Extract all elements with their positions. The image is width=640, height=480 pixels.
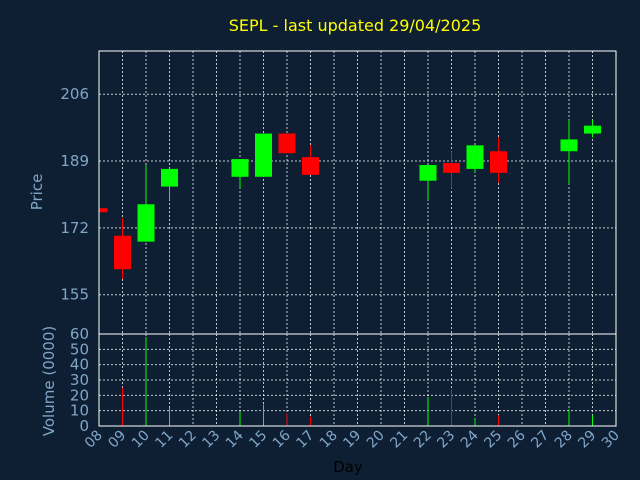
- x-tick-label: 21: [387, 428, 411, 452]
- candle-body: [419, 164, 437, 181]
- candle-body: [466, 145, 484, 169]
- x-tick-label: 28: [552, 428, 576, 452]
- volume-tick-label: 20: [70, 386, 89, 404]
- volume-tick-label: 30: [70, 371, 89, 389]
- x-axis-label: Day: [333, 458, 363, 476]
- volume-bar: [474, 418, 476, 426]
- x-tick-label: 24: [458, 427, 482, 451]
- candle-body: [490, 151, 507, 173]
- x-tick-label: 16: [270, 427, 294, 451]
- volume-bar: [169, 407, 170, 426]
- candle-body: [161, 168, 178, 187]
- candle-body: [137, 204, 155, 242]
- volume-bar: [568, 409, 570, 426]
- candle-body: [560, 139, 578, 152]
- volume-axis-label: Volume (0000): [40, 326, 58, 436]
- x-tick-label: 29: [575, 428, 599, 452]
- volume-tick-label: 50: [70, 340, 89, 358]
- volume-gridlines: [99, 334, 616, 426]
- x-tick-label: 14: [223, 427, 247, 451]
- volume-bar: [239, 412, 241, 426]
- candlestick-series: [98, 119, 601, 279]
- volume-bars: [122, 337, 593, 426]
- price-tick-label: 206: [60, 85, 89, 103]
- volume-bar: [427, 396, 429, 426]
- price-tick-label: 189: [60, 152, 89, 170]
- candle-body: [584, 125, 601, 134]
- x-tick-label: 09: [105, 428, 129, 452]
- x-tick-label: 20: [364, 428, 388, 452]
- candle-body: [278, 133, 296, 154]
- candle-body: [302, 157, 319, 175]
- x-tick-label: 25: [481, 428, 505, 452]
- volume-bar: [592, 415, 593, 426]
- price-y-ticks: 155 172 189 206: [60, 85, 89, 303]
- volume-bar: [145, 337, 147, 426]
- volume-bar: [498, 415, 499, 426]
- volume-bar: [263, 404, 264, 426]
- volume-tick-label: 0: [79, 417, 89, 435]
- volume-bar: [451, 389, 452, 426]
- price-tick-label: 155: [60, 286, 89, 304]
- x-ticks: 08 09 10 11 12 13 14 15 16 17 18 19 20 21 22 23 24 25 26 27…: [82, 427, 623, 451]
- volume-bar: [310, 416, 311, 426]
- x-tick-label: 22: [411, 428, 435, 452]
- x-tick-label: 26: [505, 427, 529, 451]
- candle-body: [443, 163, 460, 173]
- x-tick-label: 30: [599, 428, 623, 452]
- x-tick-label: 18: [317, 428, 341, 452]
- x-tick-label: 23: [434, 428, 458, 452]
- chart-title: SEPL - last updated 29/04/2025: [229, 16, 482, 35]
- volume-tick-label: 10: [70, 402, 89, 420]
- volume-tick-label: 60: [70, 325, 89, 343]
- price-axis-label: Price: [28, 174, 46, 211]
- x-tick-label: 10: [129, 428, 153, 452]
- volume-bar: [122, 387, 123, 426]
- x-tick-label: 11: [152, 428, 176, 452]
- x-tick-label: 27: [528, 428, 552, 452]
- x-tick-label: 15: [246, 428, 270, 452]
- candle-body: [99, 208, 108, 213]
- x-tick-label: 19: [340, 428, 364, 452]
- candle-body: [114, 235, 131, 270]
- volume-plot-frame: [98, 333, 617, 427]
- x-tick-label: 17: [293, 428, 317, 452]
- x-tick-label: 13: [199, 428, 223, 452]
- price-gridlines: [99, 51, 616, 334]
- x-tick-label: 12: [176, 428, 200, 452]
- volume-tick-label: 40: [70, 356, 89, 374]
- candle-body: [231, 159, 249, 177]
- price-tick-label: 172: [60, 219, 89, 237]
- volume-bar: [286, 413, 288, 426]
- candle-body: [255, 133, 272, 177]
